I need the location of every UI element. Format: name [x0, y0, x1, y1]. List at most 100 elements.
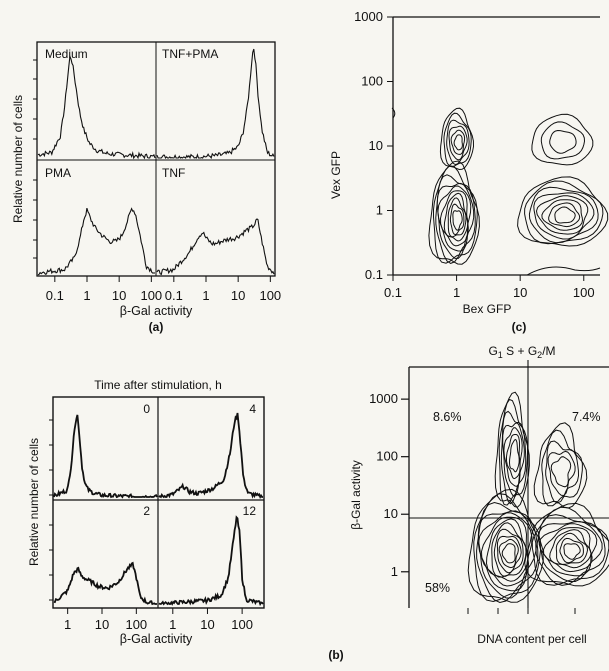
c-ytick-label: 0.1: [365, 267, 383, 282]
b-xtick-label: 100: [125, 617, 147, 632]
a-xlabel: β-Gal activity: [120, 304, 193, 318]
a-xtick-label: 100: [140, 288, 162, 303]
c-edge-mark: [391, 107, 396, 119]
c-contour-lower-left: [452, 210, 463, 231]
a-xtick-label: 0.1: [46, 288, 64, 303]
d-title: G1 S + G2/M: [488, 344, 555, 360]
panel-d-contours: [467, 391, 609, 604]
d-ytick-label: 1000: [369, 391, 398, 406]
c-contour-lower-right: [517, 176, 609, 247]
d-ytick-label: 10: [384, 506, 398, 521]
b-xtick-label: 1: [64, 617, 71, 632]
c-figure-label: (c): [512, 320, 527, 334]
b-figure-label: (b): [328, 648, 343, 662]
d-contour-lower-g2: [538, 523, 598, 577]
b-curve-12h: [158, 515, 264, 607]
c-contour-lower-right: [541, 199, 584, 231]
b-curve-4h: [158, 412, 263, 500]
panel-c-ticks: 0.1 1 10 100 1000 0.1 1 10 100: [354, 9, 595, 300]
d-contour-lower-g2: [563, 543, 581, 560]
b-label-2h: 2: [143, 504, 150, 518]
a-label-tnf: TNF: [162, 166, 185, 180]
d-quadrant-bottom-left: 58%: [425, 581, 450, 595]
c-contour-lower-left: [439, 190, 469, 247]
d-contour-lower-g1: [493, 528, 524, 577]
d-contour-lower-g1: [496, 535, 522, 574]
panel-d: G1 S + G2/M 1 10 100 1000 8.6% 7.4% 58% β-G…: [349, 344, 609, 646]
d-contour-lower-g1: [477, 510, 537, 599]
a-xtick-label: 0.1: [165, 288, 183, 303]
c-ytick-label: 1: [376, 203, 383, 218]
d-contour-lower-g1: [467, 488, 544, 603]
panel-c-contours: [391, 107, 609, 276]
d-xlabel: DNA content per cell: [477, 632, 586, 646]
a-figure-label: (a): [149, 320, 164, 334]
d-contour-lower-g1: [485, 518, 529, 582]
d-contour-upper-g2: [541, 429, 583, 507]
a-xtick-label: 10: [231, 288, 245, 303]
d-contour-lower-g1: [473, 493, 542, 603]
c-contour-lower-left: [428, 160, 480, 265]
d-contour-lower-g2: [549, 529, 592, 569]
a-xtick-label: 10: [112, 288, 126, 303]
panel-a-yticks: [33, 59, 37, 259]
c-ytick-label: 100: [361, 74, 383, 89]
a-label-pma: PMA: [45, 166, 71, 180]
c-contour-upper-left: [443, 112, 472, 168]
a-xtick-label: 1: [83, 288, 90, 303]
d-contour-upper-g2: [550, 456, 572, 488]
c-contour-lower-right: [528, 186, 599, 244]
c-xtick-label: 10: [513, 285, 527, 300]
d-contour-lower-g1: [501, 543, 516, 564]
d-quadrant-top-right: 7.4%: [572, 410, 601, 424]
c-contour-lower-left: [449, 203, 465, 236]
panel-b-curves: [53, 412, 264, 607]
c-xlabel: Bex GFP: [463, 302, 512, 316]
b-curve-2h: [53, 561, 157, 606]
panel-a-xticks: 0.1 1 10 100 0.1 1 10 100: [46, 276, 281, 303]
b-xtick-label: 10: [95, 617, 109, 632]
c-contour-lower-right: [554, 206, 576, 224]
d-ylabel: β-Gal activity: [349, 460, 363, 530]
a-curve-tnf-pma: [156, 48, 275, 160]
b-xtick-label: 10: [200, 617, 214, 632]
c-contour-lower-right: [548, 202, 581, 228]
d-ytick-label: 1: [391, 564, 398, 579]
d-ytick-label: 100: [376, 449, 398, 464]
b-label-0h: 0: [143, 402, 150, 416]
a-curve-tnf: [156, 218, 275, 276]
c-contour-bottom-edge: [526, 266, 601, 276]
d-contour-lower-g2: [535, 514, 606, 586]
d-contour-lower-g2: [555, 532, 589, 565]
c-ylabel: Vex GFP: [329, 151, 343, 199]
a-curve-medium: [37, 54, 156, 160]
c-ytick-label: 1000: [354, 9, 383, 24]
b-label-4h: 4: [249, 402, 256, 416]
c-contour-lower-right: [524, 180, 604, 245]
d-contour-lower-g2: [531, 506, 609, 586]
panel-a-curves: [37, 48, 275, 276]
c-contour-lower-right: [533, 192, 595, 240]
d-contour-upper-g1: [502, 422, 525, 497]
a-label-tnf-pma: TNF+PMA: [162, 47, 218, 61]
d-contour-lower-g2: [559, 537, 584, 564]
c-contour-upper-left: [448, 125, 468, 161]
d-contour-upper-g1: [508, 438, 520, 473]
panel-b: Time after stimulation, h 1 10 100 1 10 100 0…: [27, 378, 265, 646]
d-contour-upper-g1: [503, 427, 523, 487]
panel-b-xticks: 1 10 100 1 10 100: [64, 608, 253, 632]
c-contour-lower-left: [433, 165, 478, 264]
b-title: Time after stimulation, h: [94, 378, 222, 392]
c-contour-lower-left: [437, 185, 472, 252]
c-contour-lower-left: [443, 192, 469, 242]
a-curve-pma: [37, 207, 156, 276]
d-contour-upper-g2: [533, 422, 588, 509]
b-xlabel: β-Gal activity: [120, 632, 193, 646]
b-xtick-label: 1: [169, 617, 176, 632]
c-xtick-label: 100: [573, 285, 595, 300]
c-contour-upper-left: [450, 129, 466, 155]
c-xtick-label: 0.1: [384, 285, 402, 300]
c-contour-upper-right: [531, 113, 594, 166]
c-contour-upper-left: [439, 107, 475, 171]
